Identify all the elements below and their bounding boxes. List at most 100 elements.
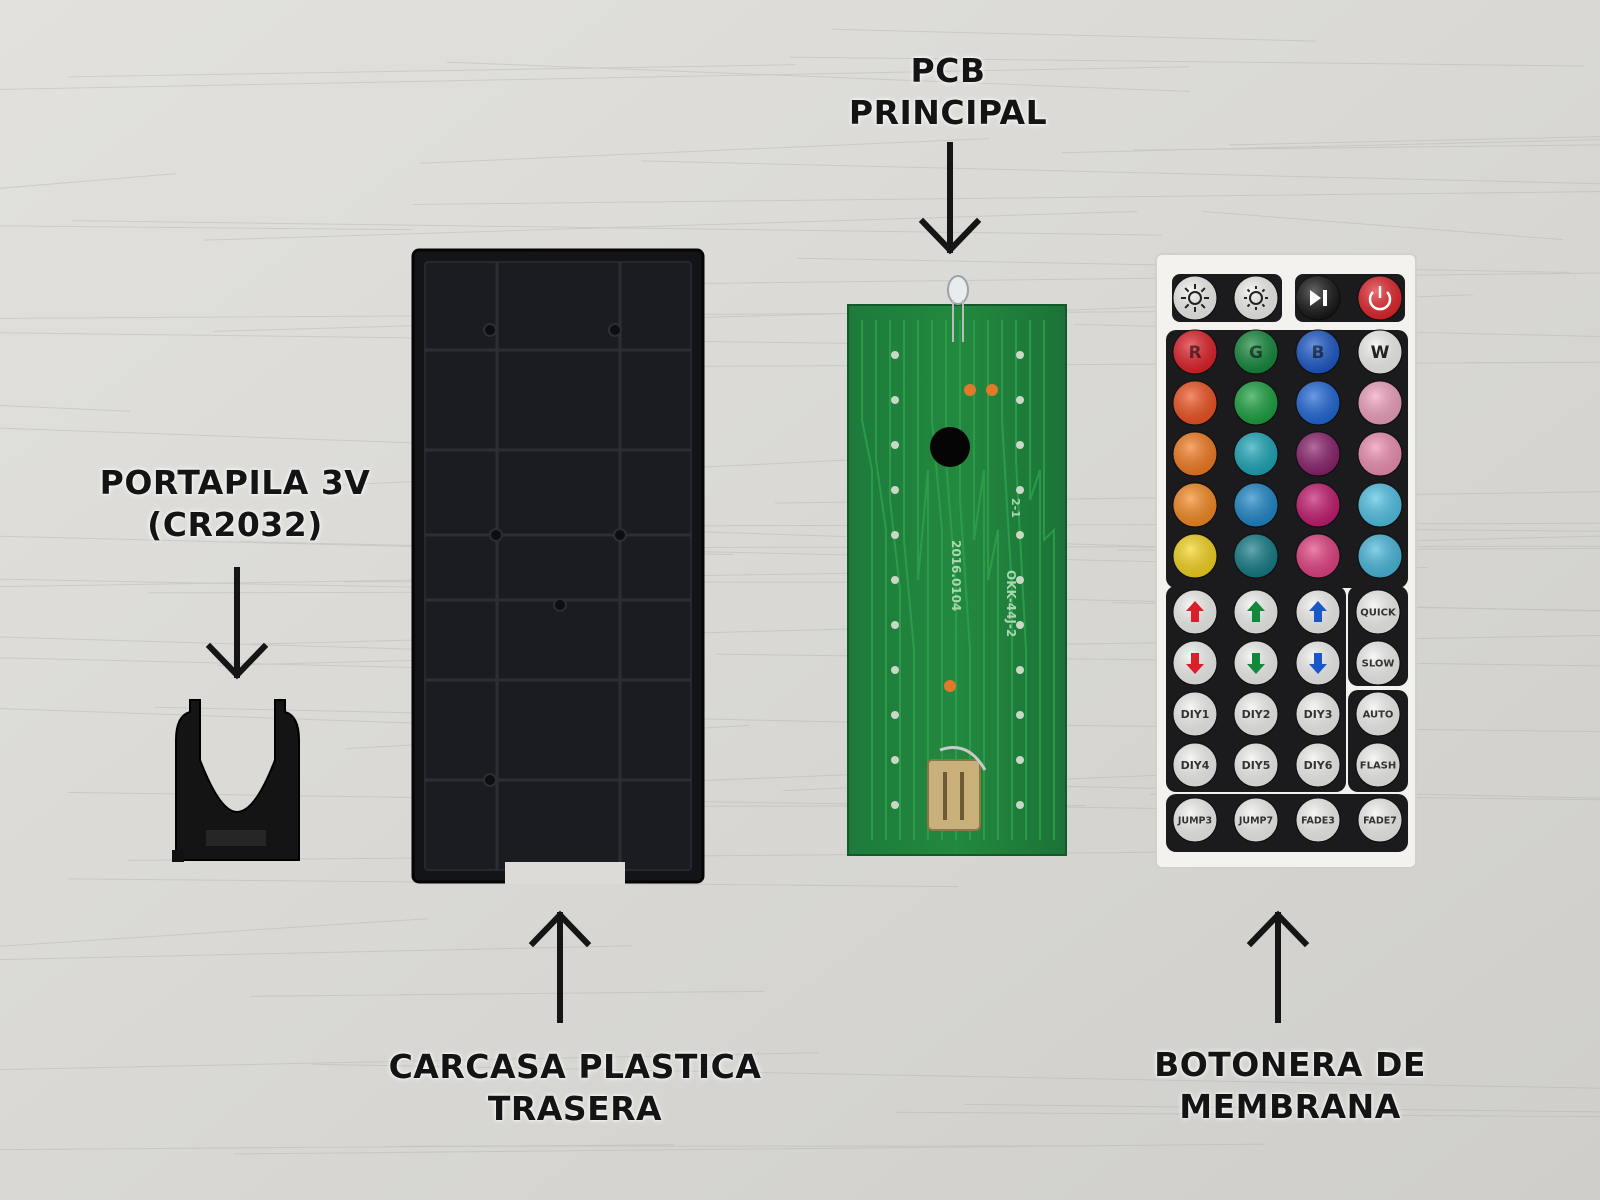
keypad-arrow-button-r2c3[interactable] <box>1295 640 1341 686</box>
keypad-arrow-button-r1c1[interactable] <box>1172 589 1218 635</box>
keypad-color-button-r4c3[interactable] <box>1295 482 1341 528</box>
keypad-side-button-auto[interactable]: AUTO <box>1355 691 1401 737</box>
keypad-color-button-r1c2[interactable]: G <box>1233 329 1279 375</box>
battery-contact <box>927 746 987 831</box>
keypad-button-jump3-label: JUMP3 <box>1177 815 1212 826</box>
keypad-side-button-quick-label: QUICK <box>1360 608 1397 619</box>
scratch-line <box>959 596 1600 612</box>
keypad-color-button-r3c2[interactable] <box>1233 431 1279 477</box>
keypad-color-button-r2c1[interactable] <box>1172 380 1218 426</box>
label-membrane-keypad-line2: MEMBRANA <box>1179 1087 1401 1126</box>
keypad-color-button-r1c4-label: W <box>1371 343 1390 363</box>
pcb-silkscreen-rev: 2-1 <box>1009 498 1022 518</box>
keypad-color-button-r4c1[interactable] <box>1172 482 1218 528</box>
green-down-arrow-icon <box>1247 653 1265 674</box>
keypad-button-diy1[interactable]: DIY1 <box>1172 691 1218 737</box>
scratch-line <box>250 990 765 997</box>
label-main-pcb-line2: PRINCIPAL <box>848 93 1048 132</box>
keypad-button-diy5[interactable]: DIY5 <box>1233 742 1279 788</box>
keypad-arrow-button-r2c1[interactable] <box>1172 640 1218 686</box>
pcb-pad <box>1016 396 1024 404</box>
pcb-pad <box>1016 531 1024 539</box>
scratch-line <box>1061 139 1600 154</box>
keypad-color-button-r4c2[interactable] <box>1233 482 1279 528</box>
keypad-button-jump7[interactable]: JUMP7 <box>1233 797 1279 843</box>
pcb-trace <box>959 320 971 840</box>
keypad-color-button-r4c4[interactable] <box>1357 482 1403 528</box>
pointer-arrows <box>205 142 1310 1023</box>
brightness-down-icon <box>1244 286 1268 310</box>
keypad-button-jump3[interactable]: JUMP3 <box>1172 797 1218 843</box>
keypad-button-jump7-label: JUMP7 <box>1238 815 1273 826</box>
keypad-top-button-3[interactable] <box>1295 275 1341 321</box>
keypad-color-button-r5c4[interactable] <box>1357 533 1403 579</box>
keypad-color-button-r1c1[interactable]: R <box>1172 329 1218 375</box>
membrane-keypad: R G B W QUICK SLOW DIY1 DIY2 DIY3 DIY4 DIY5 DIY6 AUT… <box>1155 253 1417 869</box>
back-plastic-shell <box>411 248 705 884</box>
pcb-trace <box>1043 320 1055 840</box>
keypad-side-button-auto-label: AUTO <box>1363 710 1394 721</box>
label-membrane-keypad: BOTONERA DE MEMBRANA <box>1140 1044 1440 1128</box>
keypad-color-button-r1c3[interactable]: B <box>1295 329 1341 375</box>
keypad-top-button-1[interactable] <box>1172 275 1218 321</box>
arrow-up-keypad-icon <box>1246 910 1310 1023</box>
pcb-pad <box>891 621 899 629</box>
keypad-button-fade7-label: FADE7 <box>1363 815 1397 826</box>
keypad-button-diy2-label: DIY2 <box>1242 708 1271 721</box>
scratch-line <box>895 1111 1600 1118</box>
keypad-button-diy3-label: DIY3 <box>1304 708 1333 721</box>
keypad-button-diy2[interactable]: DIY2 <box>1233 691 1279 737</box>
keypad-button-diy6-label: DIY6 <box>1304 759 1333 772</box>
keypad-color-button-r5c3[interactable] <box>1295 533 1341 579</box>
pcb-pad <box>891 756 899 764</box>
keypad-color-button-r2c3[interactable] <box>1295 380 1341 426</box>
scratch-line <box>311 1063 1600 1089</box>
keypad-color-button-r5c2[interactable] <box>1233 533 1279 579</box>
scratch-line <box>789 56 1585 67</box>
pcb-pad <box>891 531 899 539</box>
keypad-button-diy4[interactable]: DIY4 <box>1172 742 1218 788</box>
keypad-color-button-r3c3[interactable] <box>1295 431 1341 477</box>
keypad-arrow-button-r1c3[interactable] <box>1295 589 1341 635</box>
pcb-silkscreen-model: OKK-44J-2 <box>1004 570 1018 637</box>
scratch-line <box>0 225 413 231</box>
pcb-pad <box>891 801 899 809</box>
scratch-line <box>72 220 1162 236</box>
play-pause-icon <box>1310 290 1327 306</box>
keypad-top-button-2[interactable] <box>1233 275 1279 321</box>
label-battery-holder-line2: (CR2032) <box>147 505 323 544</box>
keypad-side-button-flash[interactable]: FLASH <box>1355 742 1401 788</box>
keypad-color-button-r2c4[interactable] <box>1357 380 1403 426</box>
keypad-side-button-flash-label: FLASH <box>1360 761 1397 772</box>
keypad-color-button-r1c4[interactable]: W <box>1357 329 1403 375</box>
keypad-button-fade3[interactable]: FADE3 <box>1295 797 1341 843</box>
label-back-shell-line1: CARCASA PLASTICA <box>388 1047 762 1086</box>
pcb-pad <box>891 576 899 584</box>
keypad-color-button-r5c1[interactable] <box>1172 533 1218 579</box>
keypad-color-button-r2c2[interactable] <box>1233 380 1279 426</box>
keypad-color-button-r3c4[interactable] <box>1357 431 1403 477</box>
keypad-color-button-r3c1[interactable] <box>1172 431 1218 477</box>
keypad-button-diy6[interactable]: DIY6 <box>1295 742 1341 788</box>
keypad-arrow-button-r2c2[interactable] <box>1233 640 1279 686</box>
scratch-line <box>0 918 428 947</box>
keypad-color-button-r1c2-label: G <box>1249 343 1263 363</box>
keypad-button-fade7[interactable]: FADE7 <box>1357 797 1403 843</box>
pcb-pad <box>891 711 899 719</box>
keypad-side-button-quick[interactable]: QUICK <box>1355 589 1401 635</box>
arrow-down-pcb-icon <box>918 142 982 255</box>
keypad-top-button-4[interactable] <box>1357 275 1403 321</box>
power-icon <box>1368 286 1392 311</box>
pcb-pad <box>1016 576 1024 584</box>
pcb-trace <box>889 320 901 840</box>
keypad-side-button-slow[interactable]: SLOW <box>1355 640 1401 686</box>
scratch-line <box>0 1144 674 1151</box>
keypad-arrow-button-r1c2[interactable] <box>1233 589 1279 635</box>
keypad-button-diy3[interactable]: DIY3 <box>1295 691 1341 737</box>
pcb-trace <box>875 320 887 840</box>
keypad-button-diy1-label: DIY1 <box>1181 708 1210 721</box>
pcb-trace <box>931 320 943 840</box>
green-up-arrow-icon <box>1247 601 1265 622</box>
label-membrane-keypad-line1: BOTONERA DE <box>1154 1045 1426 1084</box>
blue-down-arrow-icon <box>1309 653 1327 674</box>
